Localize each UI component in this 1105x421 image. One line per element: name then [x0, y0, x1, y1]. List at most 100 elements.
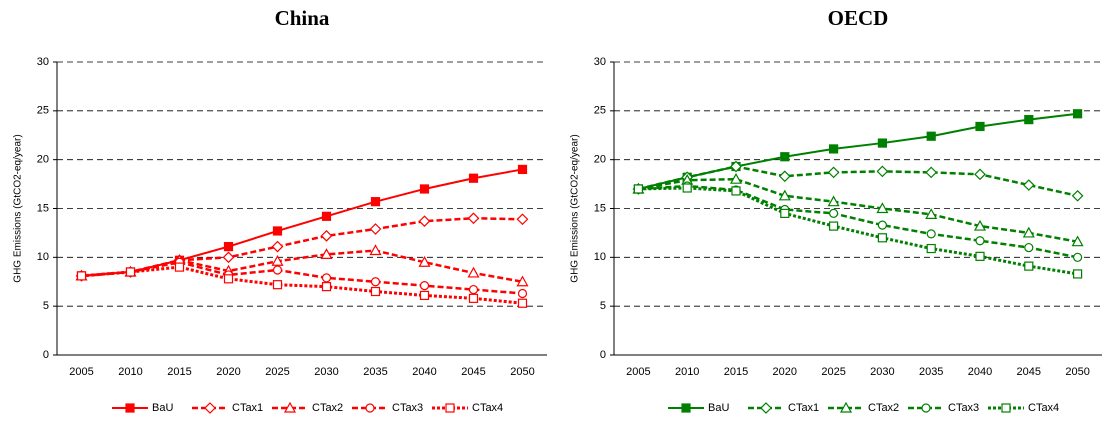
marker	[283, 401, 297, 413]
chart-title: China	[275, 6, 330, 30]
marker	[272, 265, 283, 275]
marker	[877, 233, 887, 243]
x-tick-label: 2045	[1017, 366, 1041, 378]
marker	[174, 262, 185, 272]
x-tick-label: 2050	[1065, 366, 1089, 378]
marker	[827, 166, 840, 179]
marker	[1024, 115, 1034, 125]
marker	[975, 236, 985, 246]
y-tick-label: 20	[37, 154, 49, 166]
x-tick-label: 2005	[626, 366, 650, 378]
marker	[271, 240, 284, 253]
legend-label: CTax1	[232, 402, 263, 414]
legend-label: BaU	[152, 402, 173, 414]
y-axis-label: GHG Emissions (GtCO2-eq/year)	[570, 134, 581, 282]
marker	[730, 160, 742, 173]
x-tick-label: 2015	[167, 366, 191, 378]
marker	[829, 208, 839, 218]
legend-label: CTax3	[948, 402, 979, 414]
x-tick-label: 2045	[461, 366, 485, 378]
marker	[370, 197, 381, 207]
marker	[682, 183, 692, 193]
marker	[975, 121, 985, 132]
marker	[272, 226, 283, 236]
x-tick-label: 2035	[919, 366, 943, 378]
marker	[445, 403, 455, 413]
series-line	[638, 112, 1078, 190]
marker	[729, 172, 743, 184]
marker	[731, 186, 741, 196]
marker	[516, 275, 529, 287]
marker	[778, 170, 791, 183]
marker	[204, 402, 216, 414]
marker	[1024, 242, 1034, 253]
y-tick-label: 5	[600, 300, 606, 312]
marker	[467, 266, 480, 278]
x-tick-label: 2005	[69, 366, 93, 378]
marker	[926, 243, 936, 254]
marker	[633, 184, 644, 194]
marker	[925, 208, 938, 219]
marker	[1071, 235, 1084, 247]
marker	[321, 282, 332, 292]
marker	[1022, 179, 1035, 191]
marker	[780, 208, 790, 218]
marker	[921, 403, 931, 413]
marker	[223, 274, 234, 284]
y-tick-label: 10	[37, 251, 49, 263]
x-tick-label: 2020	[216, 366, 240, 378]
marker	[1071, 189, 1084, 202]
series-line	[81, 265, 523, 305]
x-tick-label: 2020	[773, 366, 797, 378]
x-tick-label: 2050	[510, 366, 534, 378]
marker	[370, 277, 381, 287]
x-tick-label: 2010	[118, 366, 142, 378]
marker	[272, 280, 283, 290]
marker	[925, 166, 938, 179]
series-line	[638, 177, 1078, 243]
marker	[1072, 252, 1083, 262]
x-tick-label: 2040	[412, 366, 436, 378]
marker	[271, 255, 284, 266]
marker	[320, 248, 333, 260]
marker	[517, 164, 528, 175]
marker	[760, 402, 772, 414]
marker	[1001, 403, 1011, 413]
marker	[222, 251, 235, 264]
marker	[418, 215, 431, 228]
marker	[926, 131, 936, 141]
legend-label: CTax1	[788, 402, 819, 414]
x-tick-label: 2030	[314, 366, 338, 378]
marker	[419, 281, 430, 291]
marker	[125, 267, 136, 277]
series-line	[81, 168, 523, 277]
series-line	[81, 260, 523, 295]
marker	[827, 195, 840, 207]
y-axis-label: GHG Emissions (GtCO2-eq/year)	[13, 134, 24, 282]
chart: OECD GHG Emissions (GtCO2-eq/year) 0 5 10 15 2…	[570, 6, 1102, 414]
marker	[975, 251, 985, 261]
marker	[76, 271, 87, 281]
y-tick-label: 0	[43, 349, 49, 361]
marker	[468, 293, 479, 303]
marker	[1024, 261, 1034, 271]
marker	[419, 290, 430, 301]
marker	[468, 284, 479, 295]
marker	[320, 229, 333, 242]
marker	[973, 219, 987, 231]
y-tick-label: 30	[37, 56, 49, 68]
marker	[1072, 109, 1083, 119]
legend-label: CTax4	[472, 402, 503, 414]
marker	[419, 184, 430, 194]
marker	[877, 138, 887, 148]
chart-title: OECD	[828, 6, 889, 30]
y-tick-label: 15	[37, 202, 49, 214]
series-line	[638, 165, 1078, 198]
x-tick-label: 2030	[870, 366, 894, 378]
y-tick-label: 30	[594, 56, 606, 68]
series-line	[638, 184, 1078, 259]
legend-label: BaU	[708, 402, 729, 414]
x-tick-label: 2025	[821, 366, 845, 378]
series-line	[81, 249, 523, 283]
